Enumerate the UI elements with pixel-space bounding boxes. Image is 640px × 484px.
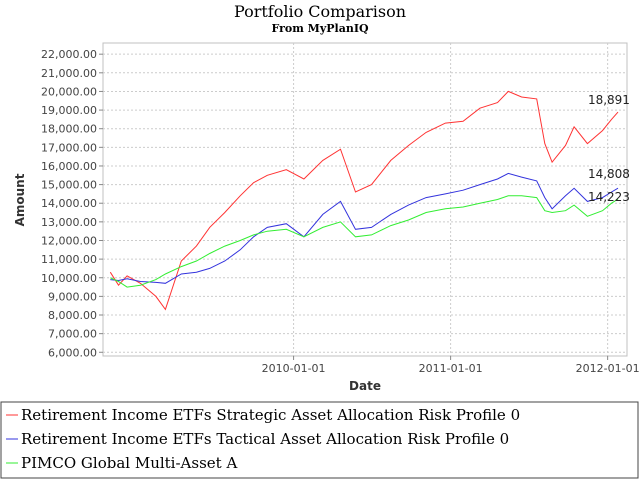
plot-area: [102, 42, 628, 357]
legend-box: [0, 401, 639, 479]
y-tick-label: 15,000.00: [41, 179, 97, 192]
y-tick-label: 14,000.00: [41, 197, 97, 210]
y-tick-label: 17,000.00: [41, 141, 97, 154]
end-value-label: 14,808: [588, 167, 630, 181]
axes: 6,000.00 7,000.00 8,000.00 9,000.00 10,000.0…: [41, 48, 640, 375]
x-tick-label: 2012-01-01: [576, 362, 640, 375]
y-tick-label: 11,000.00: [41, 253, 97, 266]
series-line: [109, 90, 619, 311]
legend-item-label: Retirement Income ETFs Strategic Asset A…: [21, 406, 520, 424]
chart-title: Portfolio Comparison: [234, 2, 406, 21]
series-lines: [109, 90, 619, 311]
y-tick-label: 6,000.00: [48, 346, 97, 359]
legend-item-label: Retirement Income ETFs Tactical Asset Al…: [21, 430, 509, 448]
series-line: [110, 195, 619, 288]
y-tick-label: 21,000.00: [41, 67, 97, 80]
y-tick-label: 22,000.00: [41, 48, 97, 61]
series-line: [110, 172, 619, 284]
y-tick-label: 10,000.00: [41, 272, 97, 285]
y-tick-label: 18,000.00: [41, 123, 97, 136]
y-tick-label: 16,000.00: [41, 160, 97, 173]
x-tick-label: 2010-01-01: [262, 362, 326, 375]
y-axis-label: Amount: [13, 173, 27, 226]
y-tick-label: 13,000.00: [41, 216, 97, 229]
chart-subtitle: From MyPlanIQ: [271, 22, 369, 35]
legend: Retirement Income ETFs Strategic Asset A…: [6, 406, 520, 472]
y-tick-label: 9,000.00: [48, 290, 97, 303]
y-tick-label: 7,000.00: [48, 328, 97, 341]
y-tick-label: 12,000.00: [41, 234, 97, 247]
x-axis-label: Date: [349, 379, 381, 393]
grid: [103, 43, 627, 356]
legend-item-label: PIMCO Global Multi-Asset A: [21, 454, 237, 472]
y-tick-label: 19,000.00: [41, 104, 97, 117]
end-labels: 18,891 14,808 14,223: [588, 93, 630, 204]
end-value-label: 14,223: [588, 190, 630, 204]
x-tick-label: 2011-01-01: [419, 362, 483, 375]
y-tick-label: 8,000.00: [48, 309, 97, 322]
y-tick-label: 20,000.00: [41, 85, 97, 98]
end-value-label: 18,891: [588, 93, 630, 107]
